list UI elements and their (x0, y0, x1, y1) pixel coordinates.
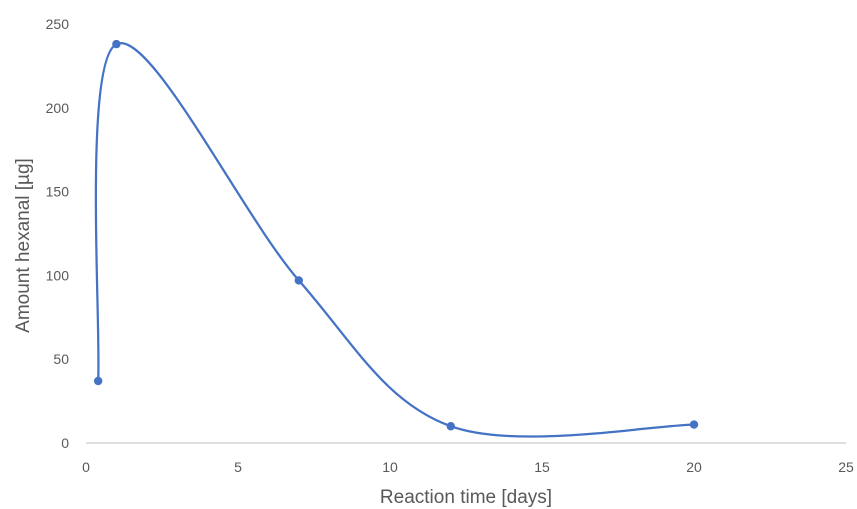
x-tick-label: 15 (534, 459, 550, 475)
series-layer (93, 39, 699, 438)
data-point (446, 422, 455, 431)
data-point (112, 39, 121, 49)
y-tick-labels: 0 50 100 150 200 250 (46, 16, 70, 451)
data-point (689, 420, 699, 429)
x-tick-label: 25 (838, 459, 854, 475)
x-tick-label: 5 (234, 459, 242, 475)
y-tick-label: 0 (61, 435, 69, 451)
x-tick-labels: 0 5 10 15 20 25 (82, 459, 854, 475)
y-tick-label: 250 (46, 16, 70, 32)
data-point (93, 376, 103, 386)
y-tick-label: 100 (46, 267, 70, 283)
y-axis-title: Amount hexanal [µg] (13, 158, 34, 333)
series-line (94, 42, 695, 438)
y-tick-label: 50 (53, 351, 69, 367)
x-axis-title: Reaction time [days] (380, 487, 552, 508)
data-point (294, 276, 303, 285)
x-tick-label: 10 (382, 459, 398, 475)
x-tick-label: 20 (686, 459, 702, 475)
y-tick-label: 150 (46, 184, 70, 200)
y-tick-label: 200 (46, 100, 70, 116)
x-tick-label: 0 (82, 459, 90, 475)
